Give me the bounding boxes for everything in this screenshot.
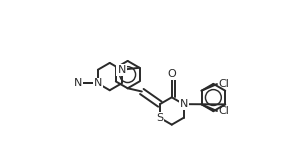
Text: N: N: [118, 65, 126, 75]
Text: Cl: Cl: [219, 106, 230, 116]
Text: N: N: [118, 65, 126, 75]
Text: N: N: [179, 99, 188, 109]
Text: N: N: [74, 78, 82, 88]
Text: S: S: [156, 113, 163, 123]
Text: Cl: Cl: [219, 79, 230, 89]
Text: N: N: [94, 78, 102, 88]
Text: O: O: [167, 69, 176, 79]
Text: N: N: [94, 78, 102, 88]
